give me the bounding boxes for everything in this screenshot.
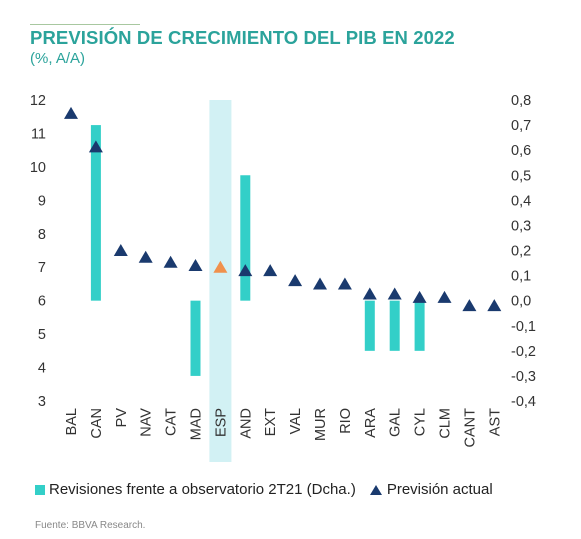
forecast-triangle [64,106,78,119]
left-axis-tick-label: 6 [38,294,46,310]
revision-bar [190,300,201,376]
forecast-triangle [138,250,153,263]
category-label: NAV [139,408,155,437]
forecast-triangle [337,277,352,290]
revision-bar [414,300,425,351]
forecast-triangle [263,264,278,277]
forecast-triangle [387,287,402,300]
right-axis-tick-label: 0,8 [511,93,531,109]
category-label: AST [487,408,503,436]
category-label: RIO [338,408,354,434]
category-label: PV [114,408,130,428]
legend-bar-label: Revisiones frente a observatorio 2T21 (D… [49,481,356,498]
category-label: MAD [189,408,205,440]
forecast-triangle [113,244,128,256]
category-label: ARA [363,408,379,438]
legend-triangle-label: Previsión actual [386,481,493,498]
category-label: MUR [313,408,329,441]
forecast-triangle [362,287,377,300]
revision-bar [364,300,375,351]
chart-subtitle: (%, A/A) [30,50,86,67]
revision-bar [389,300,400,351]
chart-area: 3 4 5 6 7 8 9 10 11 12 -0,4 -0,3 -0,2 -0,1 0,0 0,1 0,2 0,… [30,93,536,462]
category-label: CAT [164,408,180,436]
left-axis-tick-label: 7 [38,260,46,276]
legend-triangle-icon [369,484,382,495]
forecast-triangle [188,259,203,272]
left-axis-tick-label: 12 [30,93,46,109]
forecast-triangle [238,264,253,277]
left-axis-tick-label: 9 [38,193,46,209]
highlight-band [209,100,232,462]
forecast-triangle [163,255,178,268]
forecast-triangle [437,290,452,303]
right-axis-tick-label: 0,5 [511,168,531,184]
source-note: Fuente: BBVA Research. [35,520,146,531]
right-axis-tick-label: 0,1 [511,269,531,285]
category-label: CLM [438,408,454,439]
revision-bar [240,175,251,301]
left-axis-tick-label: 5 [38,327,46,343]
legend: Revisiones frente a observatorio 2T21 (D… [35,481,493,498]
category-label: EXT [263,408,279,436]
category-label: CYL [413,408,429,436]
right-axis-tick-label: 0,7 [511,118,531,134]
right-axis-tick-label: 0,4 [511,193,531,209]
forecast-triangle [313,277,327,290]
left-axis-tick-label: 10 [30,160,46,176]
category-label: AND [238,408,254,439]
category-label: BAL [64,408,80,435]
category-label: GAL [388,408,404,437]
category-label: CANT [462,408,478,448]
right-axis-tick-label: 0,0 [511,294,531,310]
right-axis-tick-label: 0,3 [511,218,531,234]
category-label: ESP [213,408,229,437]
right-axis-tick-label: 0,2 [511,244,531,260]
left-axis-tick-label: 3 [38,394,46,410]
right-axis-tick-label: 0,6 [511,143,531,159]
right-axis-tick-label: -0,4 [511,394,536,410]
title-rule [30,24,140,25]
left-axis-tick-label: 4 [38,361,46,377]
right-axis-tick-label: -0,1 [511,319,536,335]
forecast-triangle [88,140,103,153]
chart-title: PREVISIÓN DE CRECIMIENTO DEL PIB EN 2022 [30,27,455,48]
left-axis-tick-label: 8 [38,227,46,243]
forecast-triangle [213,260,228,273]
revision-bar [90,125,101,301]
category-label: CAN [89,408,105,439]
legend-bar-swatch [35,484,45,495]
category-label: VAL [288,408,304,434]
forecast-triangle [487,299,502,312]
left-axis-tick-label: 11 [31,126,46,142]
forecast-triangle [462,299,477,312]
forecast-triangle [288,274,303,287]
forecast-triangle [412,290,427,303]
right-axis-tick-label: -0,3 [511,369,536,385]
right-axis-tick-label: -0,2 [511,344,536,360]
